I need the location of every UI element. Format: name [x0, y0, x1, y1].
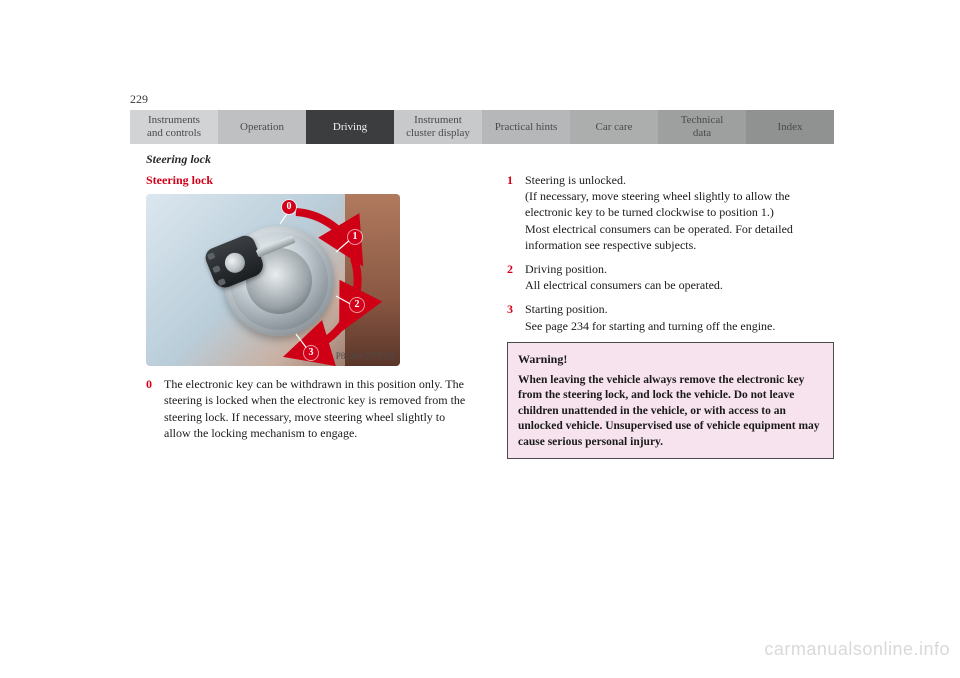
key-position-1-number: 1 [507, 172, 517, 253]
page-number: 229 [130, 92, 148, 107]
warning-title: Warning! [518, 351, 823, 367]
key-position-1: 1 Steering is unlocked. (If necessary, m… [507, 172, 834, 253]
watermark: carmanualsonline.info [764, 639, 950, 660]
steering-lock-figure: 0 1 2 3 P82.00-2073-26 [146, 194, 400, 366]
key-position-0-number: 0 [146, 376, 156, 441]
tab-operation[interactable]: Operation [218, 110, 306, 144]
key-position-3-text: Starting position. See page 234 for star… [525, 301, 775, 333]
key-position-0-text: The electronic key can be withdrawn in t… [164, 376, 473, 441]
tab-driving[interactable]: Driving [306, 110, 394, 144]
tab-technical-data[interactable]: Technical data [658, 110, 746, 144]
tab-index[interactable]: Index [746, 110, 834, 144]
figure-reference: P82.00-2073-26 [336, 350, 394, 362]
tab-car-care[interactable]: Car care [570, 110, 658, 144]
key-position-3-number: 3 [507, 301, 517, 333]
key-position-2-number: 2 [507, 261, 517, 293]
tab-instruments-and-controls[interactable]: Instruments and controls [130, 110, 218, 144]
rotation-arrows-icon [146, 194, 400, 366]
page: 229 Instruments and controls Operation D… [0, 0, 960, 678]
key-position-2-text: Driving position. All electrical consume… [525, 261, 723, 293]
key-position-0: 0 The electronic key can be withdrawn in… [146, 376, 473, 441]
content-columns: Steering lock [146, 172, 834, 459]
section-title: Steering lock [146, 152, 211, 167]
tab-instrument-cluster-display[interactable]: Instrument cluster display [394, 110, 482, 144]
tab-bar: Instruments and controls Operation Drivi… [130, 110, 834, 144]
key-position-1-text: Steering is unlocked. (If necessary, mov… [525, 172, 834, 253]
left-column: Steering lock [146, 172, 473, 459]
tab-practical-hints[interactable]: Practical hints [482, 110, 570, 144]
right-column: 1 Steering is unlocked. (If necessary, m… [507, 172, 834, 459]
key-position-2: 2 Driving position. All electrical consu… [507, 261, 834, 293]
heading-steering-lock: Steering lock [146, 172, 473, 188]
warning-body: When leaving the vehicle always remove t… [518, 373, 823, 451]
key-position-3: 3 Starting position. See page 234 for st… [507, 301, 834, 333]
warning-box: Warning! When leaving the vehicle always… [507, 342, 834, 460]
